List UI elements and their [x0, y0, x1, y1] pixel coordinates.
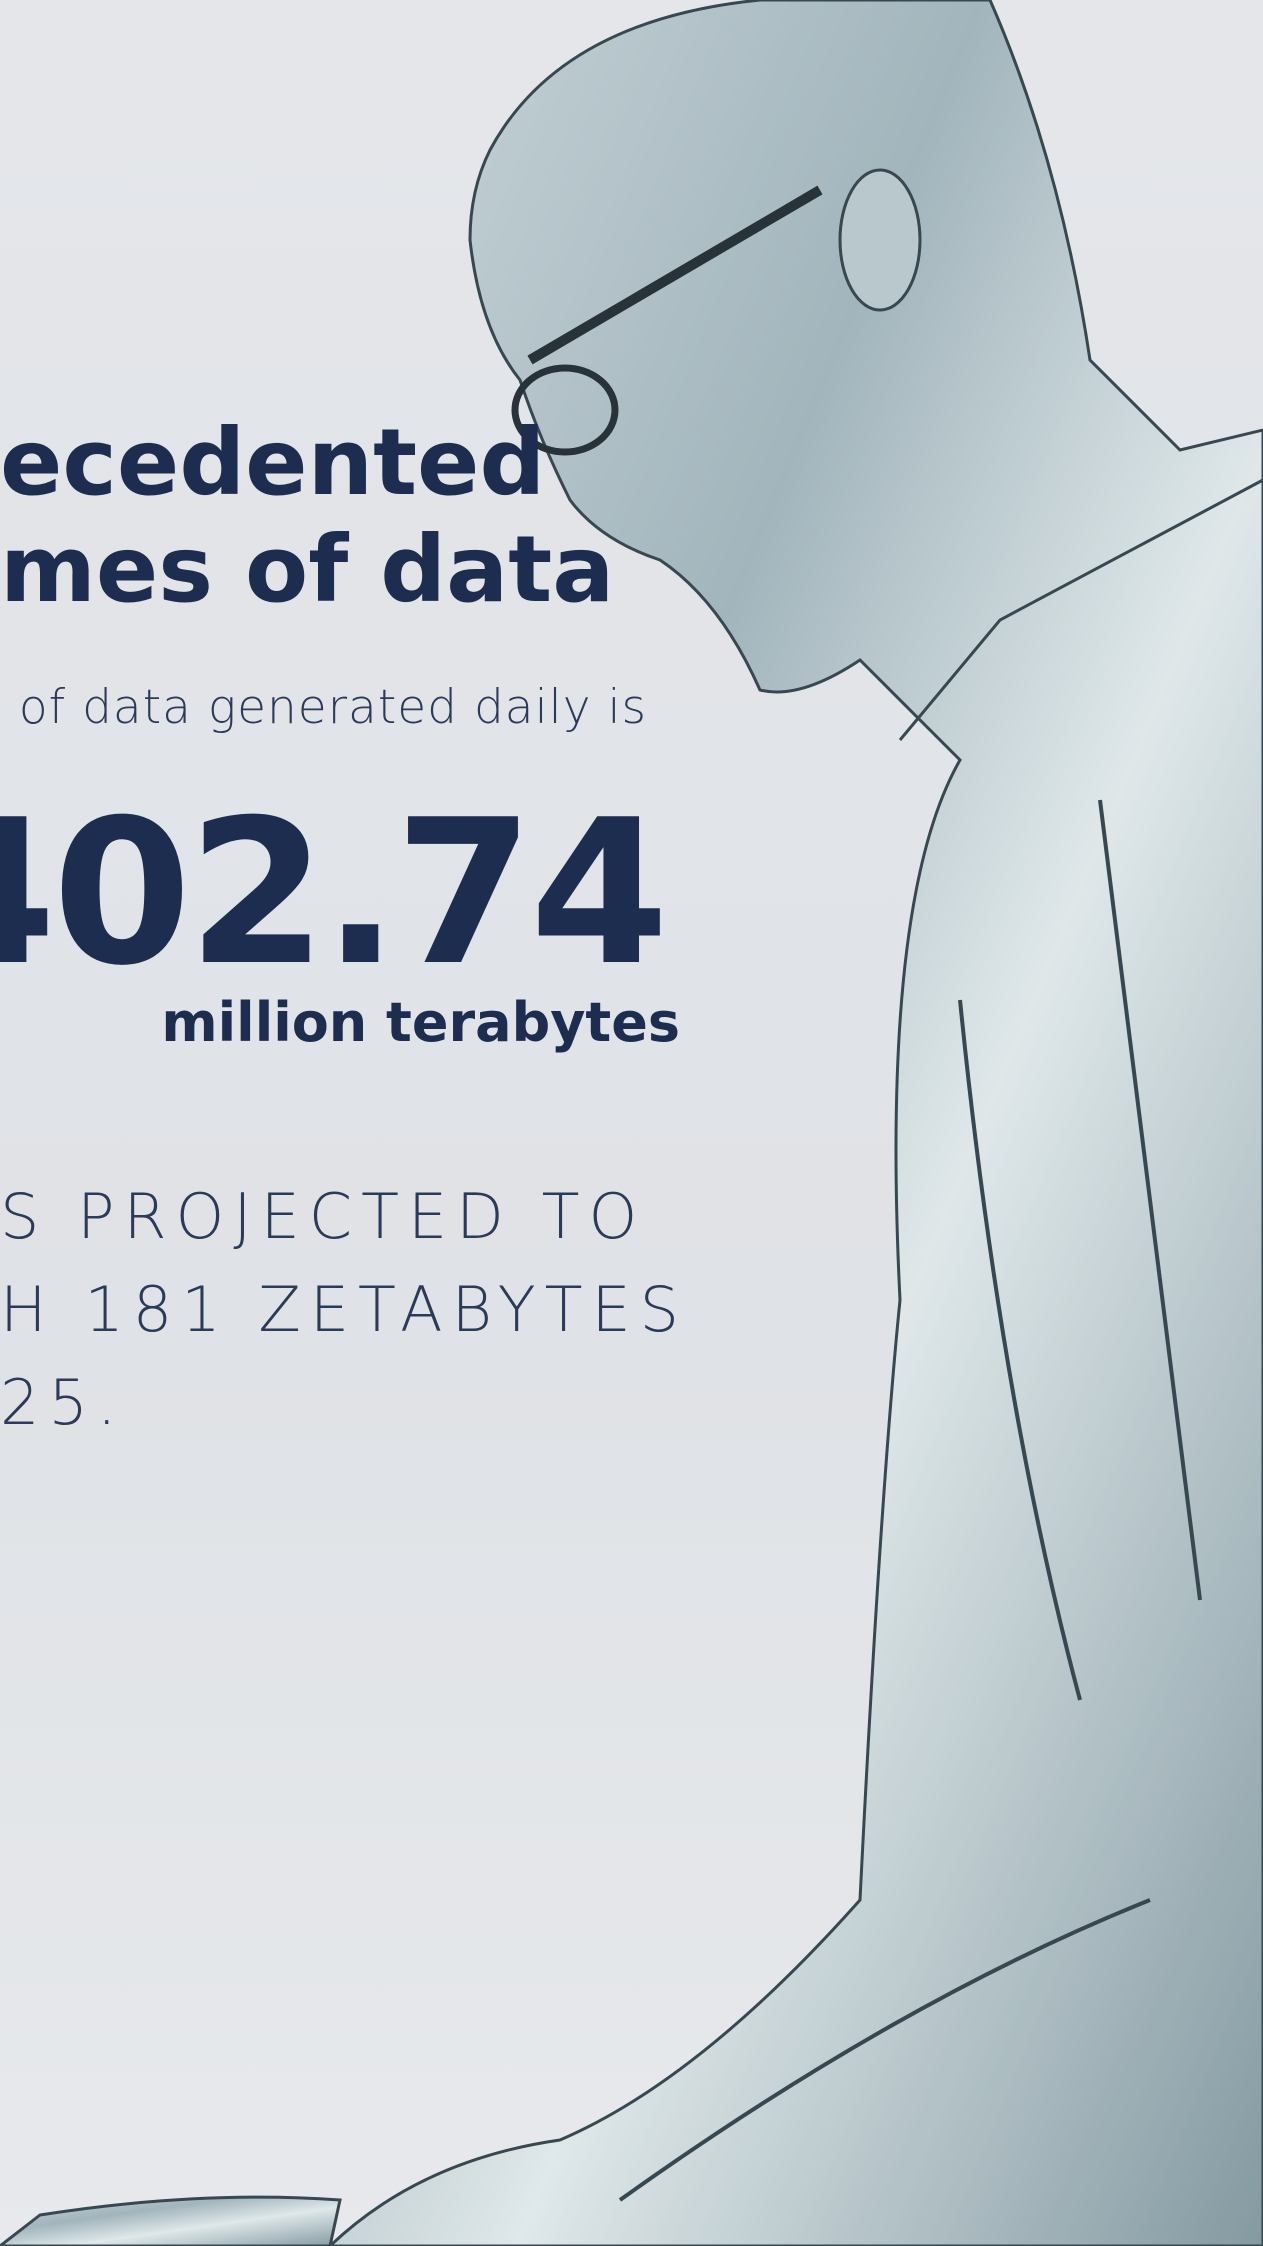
projection-line: 25.	[0, 1366, 126, 1439]
projection-line: S PROJECTED TO	[0, 1180, 646, 1253]
headline-line: mes of data	[0, 516, 614, 623]
stat-unit: million terabytes	[161, 991, 680, 1054]
projection-line: H 181 ZETABYTES	[0, 1273, 688, 1346]
stat-caption: nt of data generated daily is	[0, 680, 647, 735]
slide: ecedented mes of data nt of data generat…	[0, 0, 1263, 2246]
stat-value: 402.74	[0, 777, 665, 1010]
headline-line: ecedented	[0, 409, 545, 516]
